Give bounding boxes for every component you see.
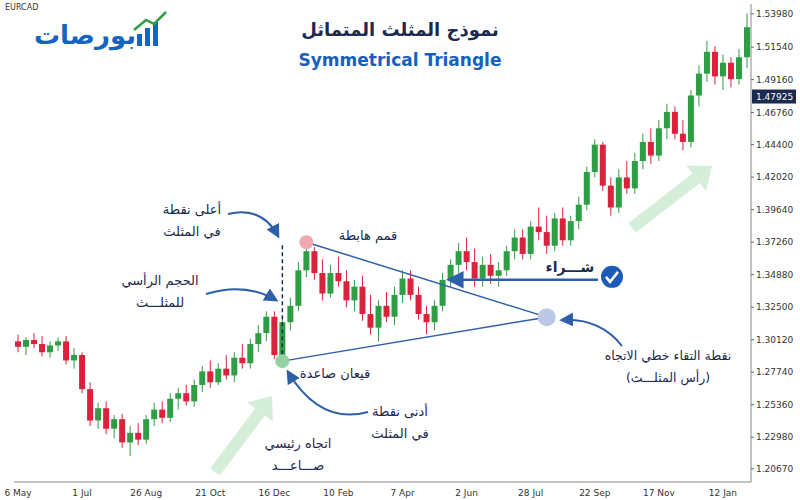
svg-text:12 Jan: 12 Jan: [709, 488, 737, 498]
svg-text:1.46760: 1.46760: [756, 108, 793, 118]
svg-text:قمم هابطة: قمم هابطة: [339, 228, 398, 244]
svg-text:1 Jul: 1 Jul: [72, 488, 91, 498]
svg-text:1.39640: 1.39640: [756, 205, 793, 215]
svg-text:1.27740: 1.27740: [756, 367, 793, 377]
svg-text:في المثلث: في المثلث: [371, 426, 428, 441]
svg-text:16 Dec: 16 Dec: [258, 488, 290, 498]
svg-text:اتجاه رئيسي: اتجاه رئيسي: [265, 436, 332, 452]
svg-text:1.20670: 1.20670: [756, 464, 793, 474]
svg-text:EURCAD: EURCAD: [5, 3, 38, 12]
svg-text:1.32500: 1.32500: [756, 302, 793, 312]
svg-text:للمثلـــث: للمثلـــث: [136, 295, 184, 310]
svg-text:أعلى نقطة: أعلى نقطة: [163, 201, 221, 217]
svg-text:2 Jun: 2 Jun: [455, 488, 478, 498]
svg-text:1.42020: 1.42020: [756, 172, 793, 182]
svg-text:26 Aug: 26 Aug: [130, 488, 162, 498]
svg-text:6 May: 6 May: [4, 488, 32, 498]
svg-text:قيعان صاعدة: قيعان صاعدة: [300, 366, 370, 381]
svg-text:1.25360: 1.25360: [756, 400, 793, 410]
svg-text:1.22980: 1.22980: [756, 432, 793, 442]
svg-text:الحجم الرأسي: الحجم الرأسي: [121, 272, 198, 289]
svg-text:21 Oct: 21 Oct: [195, 488, 225, 498]
svg-text:1.30120: 1.30120: [756, 335, 793, 345]
svg-text:في المثلث: في المثلث: [163, 224, 220, 239]
svg-text:1.47925: 1.47925: [756, 92, 793, 102]
svg-text:22 Sep: 22 Sep: [579, 488, 611, 498]
svg-text:شـــراء: شـــراء: [546, 259, 595, 276]
svg-text:1.51540: 1.51540: [756, 42, 793, 52]
svg-text:نموذج المثلث المتماثل: نموذج المثلث المتماثل: [301, 19, 499, 41]
svg-text:1.34880: 1.34880: [756, 270, 793, 280]
svg-text:17 Nov: 17 Nov: [643, 488, 676, 498]
svg-text:1.37260: 1.37260: [756, 237, 793, 247]
svg-text:10 Feb: 10 Feb: [323, 488, 354, 498]
svg-text:صـــاعـــد: صـــاعـــد: [272, 458, 324, 473]
svg-text:أدنى نقطة: أدنى نقطة: [372, 403, 428, 419]
svg-text:(رأس المثلـــث): (رأس المثلـــث): [626, 369, 710, 386]
svg-text:نقطة التقاء خطي الاتجاه: نقطة التقاء خطي الاتجاه: [605, 348, 732, 363]
svg-text:1.53980: 1.53980: [756, 9, 793, 19]
svg-text:1.49160: 1.49160: [756, 75, 793, 85]
svg-text:1.44400: 1.44400: [756, 140, 793, 150]
svg-text:7 Apr: 7 Apr: [390, 488, 414, 498]
svg-text:28 Jul: 28 Jul: [518, 488, 543, 498]
svg-text:Symmetrical Triangle: Symmetrical Triangle: [299, 50, 502, 70]
svg-text:بورصات: بورصات: [34, 20, 136, 51]
